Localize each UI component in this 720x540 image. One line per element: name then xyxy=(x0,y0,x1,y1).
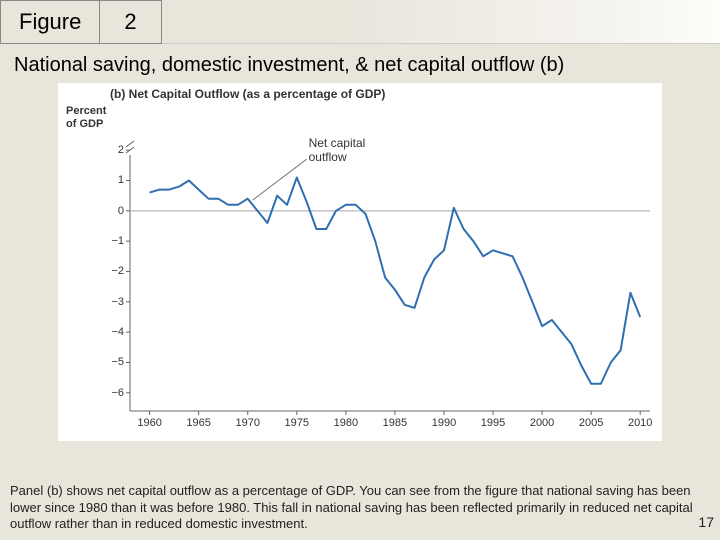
y-tick-label: −3 xyxy=(102,296,124,308)
y-tick-label: −1 xyxy=(102,235,124,247)
x-tick-label: 1960 xyxy=(137,417,161,429)
x-tick-label: 1970 xyxy=(235,417,259,429)
y-tick-label: 0 xyxy=(102,205,124,217)
x-tick-label: 2000 xyxy=(530,417,554,429)
x-tick-label: 1965 xyxy=(186,417,210,429)
x-tick-label: 1985 xyxy=(383,417,407,429)
figure-number: 2 xyxy=(100,0,161,44)
plot-area: 210−1−2−3−4−5−61960196519701975198019851… xyxy=(130,135,650,411)
x-tick-label: 1975 xyxy=(285,417,309,429)
y-axis-label-line1: Percent xyxy=(66,105,106,118)
caption-text: Panel (b) shows net capital outflow as a… xyxy=(10,483,694,532)
chart-svg xyxy=(130,135,650,411)
page-number: 17 xyxy=(698,514,714,530)
header-gradient xyxy=(162,0,720,44)
figure-label: Figure xyxy=(0,0,100,44)
y-axis-label: Percent of GDP xyxy=(66,105,106,131)
x-tick-label: 1990 xyxy=(432,417,456,429)
slide-subtitle: National saving, domestic investment, & … xyxy=(0,44,720,83)
x-tick-label: 2010 xyxy=(628,417,652,429)
x-tick-label: 2005 xyxy=(579,417,603,429)
y-tick-label: −6 xyxy=(102,387,124,399)
y-tick-label: −5 xyxy=(102,356,124,368)
y-tick-label: −2 xyxy=(102,265,124,277)
annotation-label: Net capitaloutflow xyxy=(309,137,366,165)
x-tick-label: 1980 xyxy=(334,417,358,429)
y-axis-label-line2: of GDP xyxy=(66,118,106,131)
chart-panel: (b) Net Capital Outflow (as a percentage… xyxy=(58,83,662,441)
y-tick-label: 2 xyxy=(102,144,124,156)
chart-title: (b) Net Capital Outflow (as a percentage… xyxy=(110,87,385,101)
y-tick-label: 1 xyxy=(102,174,124,186)
y-tick-label: −4 xyxy=(102,326,124,338)
x-tick-label: 1995 xyxy=(481,417,505,429)
